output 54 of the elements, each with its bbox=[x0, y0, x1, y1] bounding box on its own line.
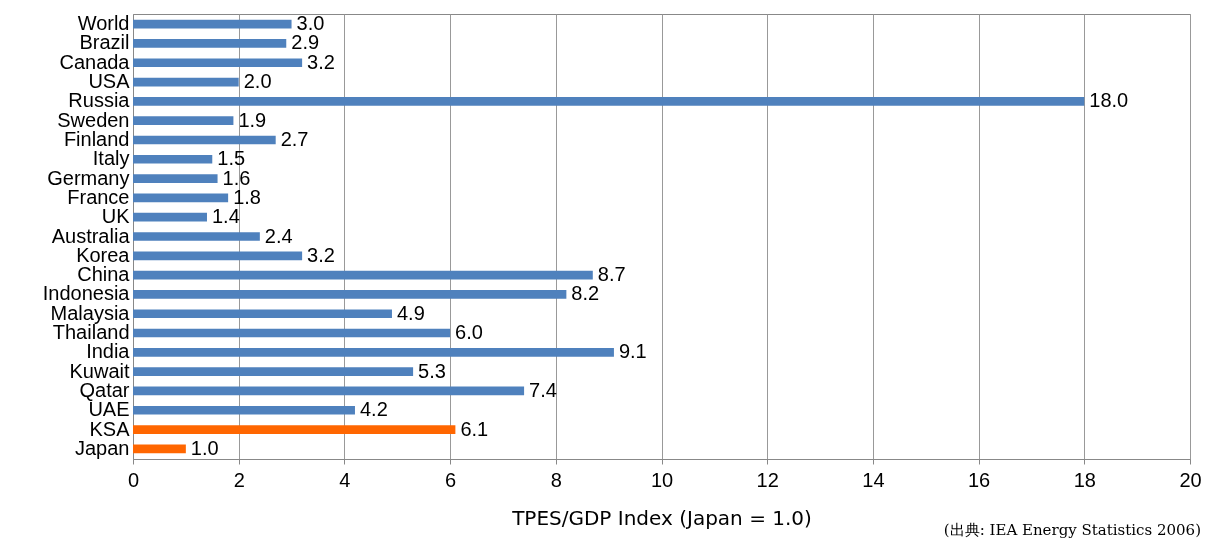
data-label: 5.3 bbox=[418, 359, 446, 382]
bar bbox=[133, 386, 525, 396]
bar bbox=[133, 367, 414, 376]
bar bbox=[133, 290, 567, 299]
data-label: 1.9 bbox=[238, 108, 267, 131]
bar bbox=[133, 77, 239, 87]
bar bbox=[133, 97, 1085, 106]
data-label: 8.7 bbox=[597, 263, 626, 286]
data-label: 6.0 bbox=[455, 321, 483, 344]
bar bbox=[133, 347, 614, 357]
bar bbox=[133, 405, 355, 415]
bar bbox=[133, 116, 234, 126]
x-tick-label: 10 bbox=[650, 468, 674, 491]
x-tick-label: 16 bbox=[967, 468, 991, 491]
data-label: 4.2 bbox=[359, 398, 388, 421]
x-tick-label: 2 bbox=[233, 468, 245, 491]
x-tick-label: 14 bbox=[862, 468, 885, 491]
x-tick-label: 20 bbox=[1179, 468, 1202, 491]
bar bbox=[133, 251, 303, 261]
bar bbox=[133, 444, 186, 454]
x-tick-label: 0 bbox=[127, 468, 140, 491]
data-label: 2.7 bbox=[280, 127, 309, 150]
bar bbox=[133, 19, 292, 29]
bar bbox=[133, 58, 303, 68]
data-label: 18.0 bbox=[1089, 89, 1129, 112]
bar bbox=[133, 425, 456, 434]
data-label: 3.2 bbox=[307, 243, 335, 266]
bar bbox=[133, 309, 392, 319]
x-tick-label: 6 bbox=[445, 468, 457, 491]
bar bbox=[133, 328, 451, 338]
x-tick-label: 8 bbox=[550, 468, 562, 491]
bar bbox=[133, 232, 260, 241]
bar bbox=[133, 270, 593, 280]
data-label: 6.1 bbox=[460, 417, 489, 440]
text: (出典: IEA Energy Statistics 2006) bbox=[943, 521, 1201, 540]
bar bbox=[133, 174, 218, 183]
data-label: 1.4 bbox=[211, 205, 240, 228]
x-axis-title: TPES/GDP Index (Japan = 1.0) bbox=[511, 505, 812, 530]
bar bbox=[133, 39, 287, 48]
x-tick-label: 12 bbox=[756, 468, 779, 491]
data-label: 1.0 bbox=[190, 436, 219, 459]
x-tick-label: 4 bbox=[339, 468, 351, 491]
bar bbox=[133, 193, 229, 203]
bar bbox=[133, 135, 276, 145]
data-label: 9.1 bbox=[618, 340, 647, 363]
y-tick-label: Italy bbox=[92, 147, 130, 170]
data-label: 2.4 bbox=[264, 224, 293, 247]
data-label: 8.2 bbox=[571, 282, 600, 305]
x-tick-label: 18 bbox=[1073, 468, 1096, 491]
data-label: 4.9 bbox=[396, 301, 425, 324]
data-label: 2.0 bbox=[243, 70, 272, 93]
bar bbox=[133, 154, 213, 164]
data-label: 7.4 bbox=[529, 378, 557, 401]
bar bbox=[133, 212, 207, 222]
